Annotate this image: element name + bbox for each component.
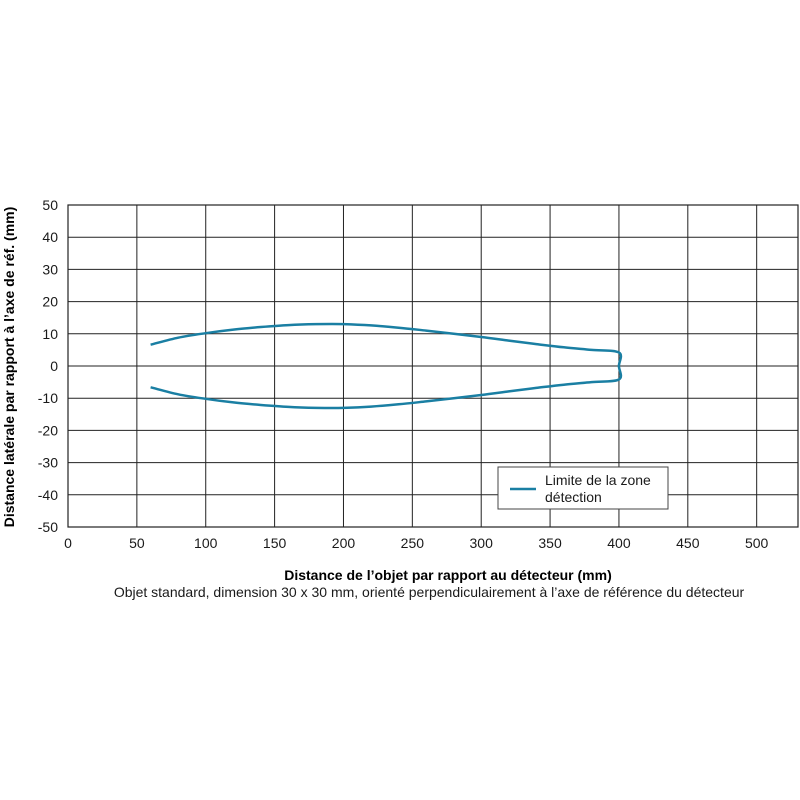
x-tick-labels: 0 50 100 150 200 250 300 350 400 450 500 (64, 535, 768, 551)
y-tick-label: -10 (38, 390, 58, 406)
series-layer (150, 322, 623, 410)
y-tick-label: -20 (38, 422, 58, 438)
x-tick-label: 250 (401, 535, 425, 551)
y-tick-label: 20 (42, 294, 58, 310)
x-axis-title: Distance de l’objet par rapport au détec… (284, 567, 612, 583)
y-axis-title: Distance latérale par rapport à l’axe de… (1, 207, 17, 528)
x-tick-label: 0 (64, 535, 72, 551)
x-tick-label: 200 (332, 535, 356, 551)
y-tick-label: 50 (42, 197, 58, 213)
y-tick-label: 40 (42, 229, 58, 245)
x-tick-label: 500 (745, 535, 769, 551)
y-tick-label: 10 (42, 326, 58, 342)
y-tick-label: -50 (38, 519, 58, 535)
x-tick-label: 450 (676, 535, 700, 551)
y-tick-label: -30 (38, 455, 58, 471)
x-tick-label: 400 (607, 535, 631, 551)
x-tick-label: 150 (263, 535, 287, 551)
legend: Limite de la zone détection (497, 466, 669, 510)
y-tick-label: 0 (50, 358, 58, 374)
legend-label-line2: détection (545, 489, 602, 505)
legend-label-line1: Limite de la zone (545, 472, 651, 488)
x-tick-label: 100 (194, 535, 218, 551)
x-tick-label: 350 (538, 535, 562, 551)
chart-footnote: Objet standard, dimension 30 x 30 mm, or… (113, 584, 745, 600)
grid (67, 204, 799, 528)
y-tick-label: 30 (42, 261, 58, 277)
x-tick-label: 300 (470, 535, 494, 551)
x-tick-label: 50 (129, 535, 145, 551)
y-tick-labels: 50 40 30 20 10 0 -10 -20 -30 -40 -50 (38, 197, 58, 535)
detection-zone-boundary-line (150, 322, 623, 410)
y-tick-label: -40 (38, 487, 58, 503)
